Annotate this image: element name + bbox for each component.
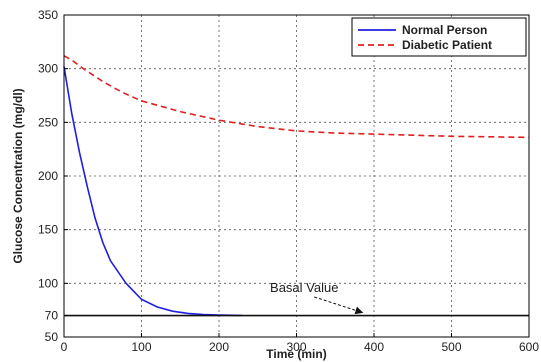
x-tick-label: 200 (209, 340, 229, 354)
series-line-1 (63, 66, 243, 317)
x-tick-label: 600 (519, 340, 539, 354)
x-axis-ticks: 0 100 200 300 400 500 600 (61, 333, 539, 354)
y-tick-label: 70 (45, 309, 59, 323)
y-tick-label: 150 (38, 223, 58, 237)
y-tick-label: 100 (38, 276, 58, 290)
legend-box (351, 17, 527, 57)
legend-label-2: Diabetic Patient (402, 38, 492, 52)
y-tick-label: 300 (38, 62, 58, 76)
x-tick-label: 0 (61, 340, 68, 354)
x-axis-label: Time (min) (266, 347, 326, 361)
x-tick-label: 300 (286, 340, 306, 354)
grid-lines (64, 15, 529, 337)
basal-value-annotation: Basal Value (270, 280, 338, 295)
legend-label-1: Normal Person (402, 23, 487, 37)
series-line-2 (63, 55, 530, 139)
annotation-arrow (314, 296, 364, 315)
y-tick-label: 250 (38, 115, 58, 129)
series-layer (63, 55, 530, 317)
y-tick-label: 50 (45, 330, 59, 344)
x-tick-label: 100 (131, 340, 151, 354)
x-tick-label: 400 (364, 340, 384, 354)
y-axis-ticks: 50 70 100 150 200 250 300 350 (38, 8, 68, 344)
x-tick-label: 500 (441, 340, 461, 354)
y-tick-label: 200 (38, 169, 58, 183)
y-axis-label: Glucose Concentration (mg/dl) (11, 88, 25, 263)
annotation-layer: Basal Value (270, 280, 364, 315)
y-tick-label: 350 (38, 8, 58, 22)
